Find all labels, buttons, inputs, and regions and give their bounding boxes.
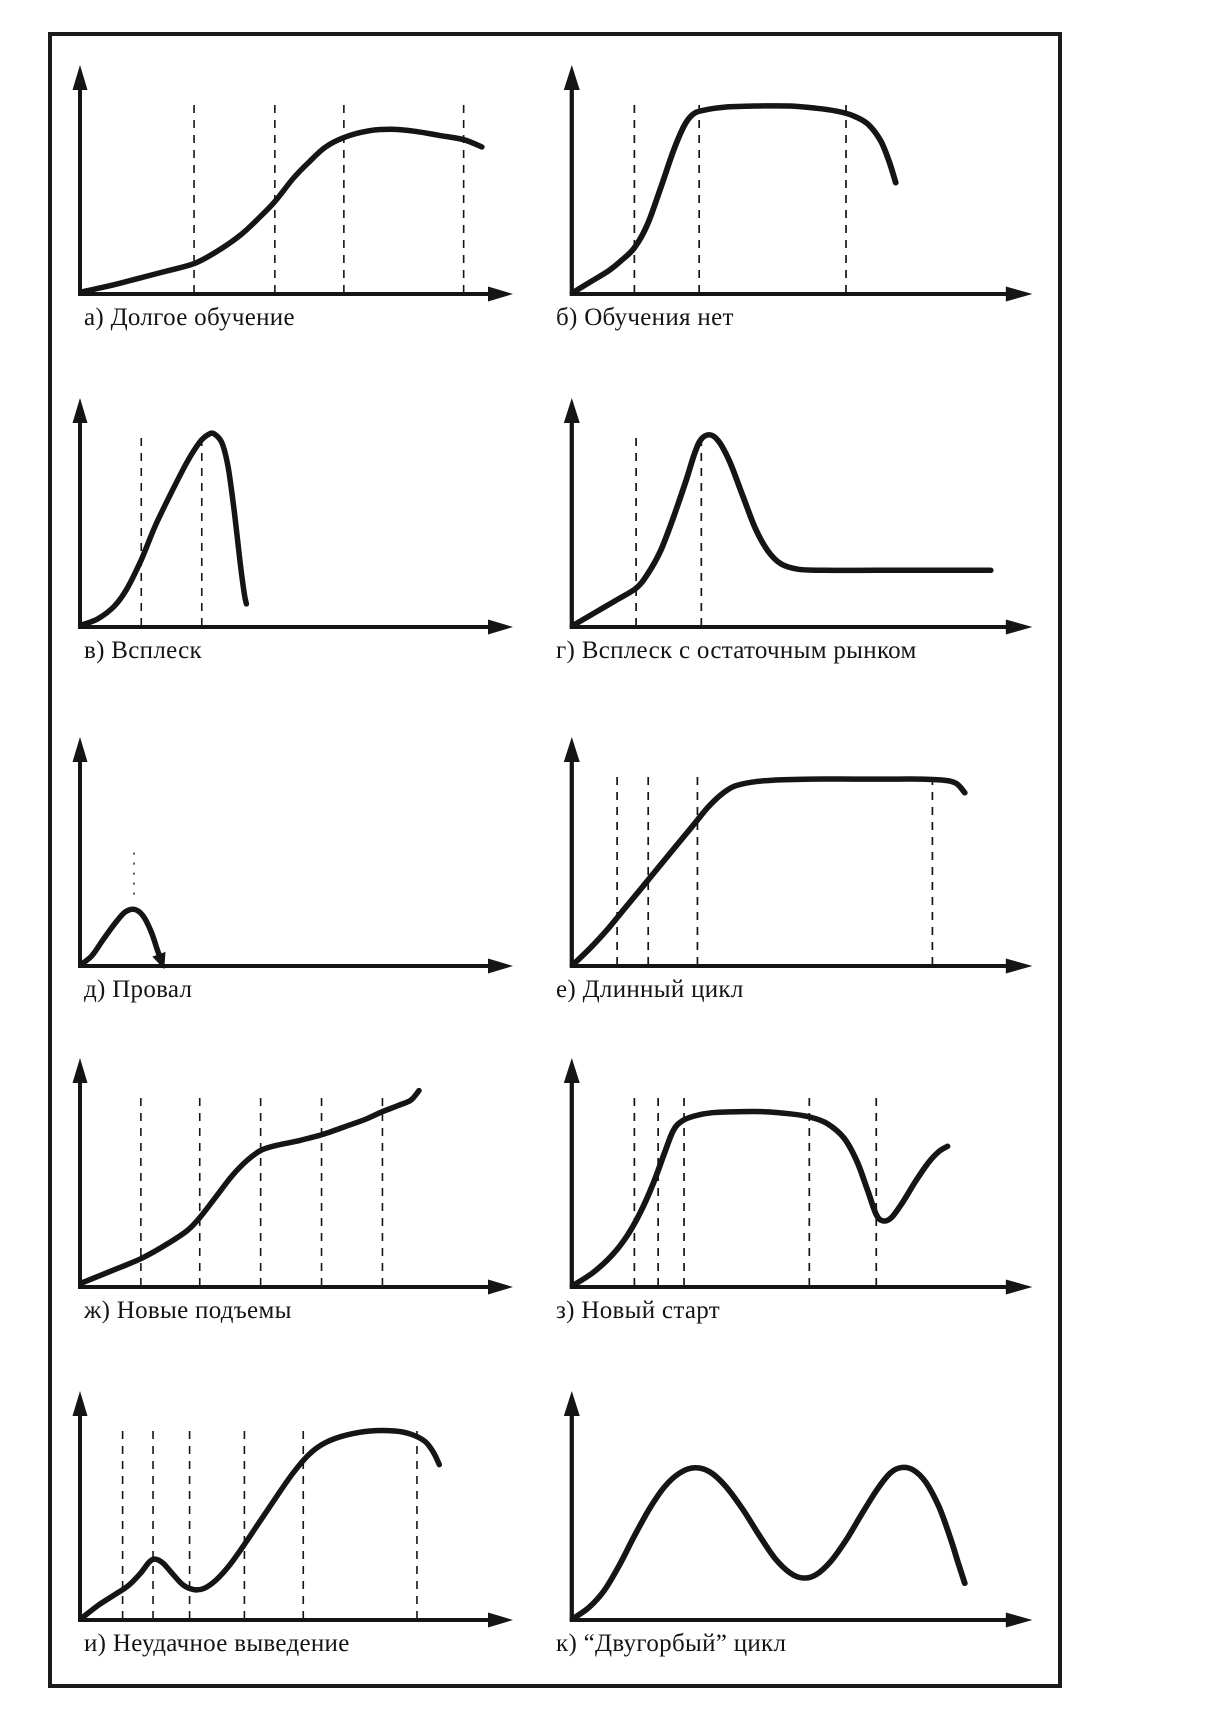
chart-panel-failure: д) Провал	[52, 728, 552, 1028]
lifecycle-curve	[570, 776, 968, 967]
x-axis-arrow-icon	[1005, 958, 1033, 974]
lifecycle-curve	[79, 430, 250, 628]
y-axis-arrow-icon	[72, 1391, 88, 1416]
chart-в-svg	[72, 398, 513, 635]
figure-frame	[48, 32, 1062, 1688]
y-axis-arrow-icon	[563, 737, 580, 762]
lifecycle-curve	[570, 1464, 968, 1621]
lifecycle-curve	[570, 1108, 951, 1288]
chart-panel-spike-residual-market: г) Всплеск с остаточным рынком	[542, 389, 1042, 689]
chart-panel-two-humped-cycle: к) “Двугорбый” цикл	[542, 1382, 1042, 1682]
x-axis-arrow-icon	[488, 619, 513, 635]
chart-б-svg	[563, 65, 1033, 302]
y-axis-arrow-icon	[72, 65, 88, 90]
chart-panel-failed-introduction: и) Неудачное выведение	[52, 1382, 552, 1682]
x-axis-arrow-icon	[1005, 1279, 1033, 1295]
chart-panel-long-cycle: е) Длинный цикл	[542, 728, 1042, 1028]
chart-и-svg	[72, 1391, 513, 1628]
chart-long-learning-caption: а) Долгое обучение	[84, 304, 295, 331]
chart-panel-spike: в) Всплеск	[52, 389, 552, 689]
chart-long-cycle-caption: е) Длинный цикл	[556, 976, 744, 1003]
chart-failure-plot	[52, 728, 522, 992]
chart-new-rises-caption: ж) Новые подъемы	[84, 1297, 292, 1324]
curve-end-arrow-icon	[152, 951, 166, 970]
x-axis-arrow-icon	[1005, 619, 1033, 635]
x-axis-arrow-icon	[1005, 1612, 1033, 1628]
chart-д-svg	[72, 737, 513, 974]
chart-panel-new-start: з) Новый старт	[542, 1049, 1042, 1349]
lifecycle-curve	[570, 103, 899, 295]
chart-two-humped-cycle-plot	[542, 1382, 1042, 1646]
chart-long-learning-plot	[52, 56, 522, 320]
chart-panel-new-rises: ж) Новые подъемы	[52, 1049, 552, 1349]
chart-no-learning-caption: б) Обучения нет	[556, 304, 734, 331]
chart-ж-svg	[72, 1058, 513, 1295]
x-axis-arrow-icon	[488, 286, 513, 302]
chart-г-svg	[563, 398, 1033, 635]
y-axis-arrow-icon	[72, 398, 88, 423]
y-axis-arrow-icon	[563, 65, 580, 90]
chart-spike-plot	[52, 389, 522, 653]
chart-two-humped-cycle-caption: к) “Двугорбый” цикл	[556, 1630, 787, 1657]
x-axis-arrow-icon	[488, 958, 513, 974]
chart-а-svg	[72, 65, 513, 302]
chart-new-start-caption: з) Новый старт	[556, 1297, 720, 1324]
chart-long-cycle-plot	[542, 728, 1042, 992]
x-axis-arrow-icon	[1005, 286, 1033, 302]
lifecycle-curve	[570, 432, 994, 628]
lifecycle-curve	[79, 1427, 443, 1621]
y-axis-arrow-icon	[563, 1391, 580, 1416]
chart-spike-residual-market-caption: г) Всплеск с остаточным рынком	[556, 637, 917, 664]
x-axis-arrow-icon	[488, 1612, 513, 1628]
y-axis-arrow-icon	[72, 737, 88, 762]
y-axis-arrow-icon	[563, 1058, 580, 1083]
chart-к-svg	[563, 1391, 1033, 1628]
chart-failed-introduction-caption: и) Неудачное выведение	[84, 1630, 350, 1657]
y-axis-arrow-icon	[72, 1058, 88, 1083]
chart-new-rises-plot	[52, 1049, 522, 1313]
x-axis-arrow-icon	[488, 1279, 513, 1295]
chart-failure-caption: д) Провал	[84, 976, 193, 1003]
lifecycle-curve	[79, 1087, 422, 1286]
lifecycle-curve	[79, 906, 165, 967]
chart-panel-long-learning: а) Долгое обучение	[52, 56, 552, 356]
chart-no-learning-plot	[542, 56, 1042, 320]
chart-panel-no-learning: б) Обучения нет	[542, 56, 1042, 356]
chart-spike-caption: в) Всплеск	[84, 637, 202, 664]
chart-failed-introduction-plot	[52, 1382, 522, 1646]
y-axis-arrow-icon	[563, 398, 580, 423]
chart-з-svg	[563, 1058, 1033, 1295]
chart-spike-residual-market-plot	[542, 389, 1042, 653]
lifecycle-curve	[79, 126, 485, 295]
chart-е-svg	[563, 737, 1033, 974]
chart-new-start-plot	[542, 1049, 1042, 1313]
